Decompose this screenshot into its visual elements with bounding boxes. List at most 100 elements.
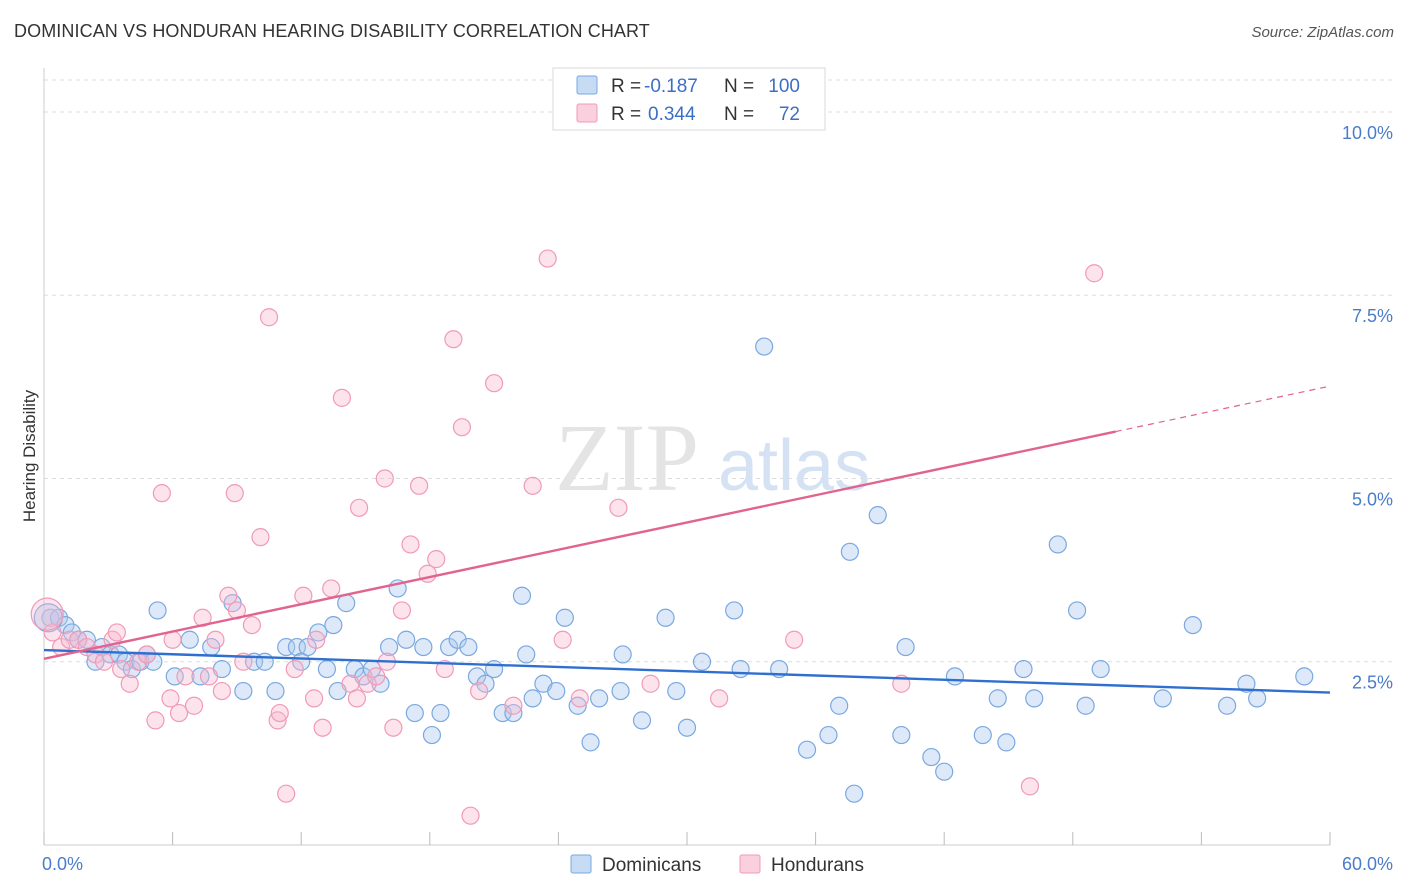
dominican-point-90 — [1183, 615, 1202, 635]
dominican-point-25 — [266, 681, 285, 701]
honduran-point-15 — [169, 703, 189, 723]
legend-r-value-hondurans: 0.344 — [648, 104, 696, 125]
bottom-legend-swatch-dominicans — [570, 854, 592, 874]
y-tick-label-0: 2.5% — [1352, 673, 1393, 693]
x-tick-label-min: 0.0% — [42, 854, 83, 874]
dominican-point-66 — [731, 659, 750, 679]
hondurans-points — [30, 249, 1104, 825]
dominican-point-57 — [568, 696, 587, 715]
dominican-point-71 — [830, 696, 849, 715]
dominican-point-78 — [935, 762, 954, 781]
dominican-point-56 — [555, 608, 574, 627]
legend-r-value-dominicans: -0.187 — [644, 76, 698, 97]
legend-n-label-hondurans: N = — [724, 104, 754, 125]
dominican-point-72 — [840, 542, 859, 561]
honduran-point-46 — [427, 550, 446, 569]
dominican-point-46 — [459, 637, 478, 657]
dominican-point-45 — [448, 630, 467, 649]
dominican-point-79 — [945, 667, 965, 686]
dominican-point-84 — [1025, 689, 1044, 708]
chart-source: Source: ZipAtlas.com — [1251, 24, 1394, 41]
dominican-point-80 — [973, 725, 992, 745]
bottom-legend-label-hondurans: Hondurans — [771, 855, 864, 876]
gridlines — [44, 79, 1392, 663]
honduran-point-8 — [112, 659, 131, 679]
honduran-trend-extension — [1115, 385, 1331, 433]
honduran-point-58 — [609, 498, 628, 517]
dominican-point-86 — [1067, 601, 1087, 620]
dominican-point-30 — [317, 659, 337, 679]
y-tick-labels: 2.5% 5.0% 7.5% 10.0% — [1342, 123, 1393, 693]
honduran-point-48 — [444, 330, 463, 349]
x-ticks — [43, 832, 1331, 845]
honduran-point-63 — [1020, 777, 1040, 796]
honduran-point-34 — [322, 579, 341, 598]
legend-r-label-dominicans: R = — [611, 76, 641, 97]
honduran-point-42 — [392, 601, 412, 620]
legend-box — [552, 67, 826, 131]
legend-n-value-dominicans: 100 — [768, 76, 800, 97]
x-tick-label-max: 60.0% — [1342, 854, 1393, 874]
y-tick-label-1: 5.0% — [1352, 489, 1393, 509]
honduran-point-64 — [1085, 264, 1104, 283]
honduran-point-53 — [504, 696, 523, 715]
honduran-cluster-point — [30, 597, 64, 631]
honduran-point-26 — [251, 528, 270, 547]
dominican-point-59 — [590, 689, 609, 708]
dominican-point-58 — [581, 733, 600, 752]
legend-r-label-hondurans: R = — [611, 104, 641, 125]
honduran-point-47 — [435, 659, 454, 679]
honduran-point-57 — [570, 689, 589, 708]
dominican-point-42 — [422, 725, 442, 745]
honduran-point-43 — [401, 535, 420, 554]
dominican-point-93 — [1248, 689, 1267, 708]
honduran-point-14 — [161, 689, 180, 708]
y-tick-label-2: 7.5% — [1352, 306, 1393, 326]
zipatlas-watermark: ZIP atlas — [555, 404, 870, 511]
honduran-point-61 — [785, 630, 804, 649]
dominican-point-29 — [309, 623, 328, 642]
dominican-point-62 — [656, 608, 675, 627]
dominican-point-43 — [431, 703, 450, 723]
watermark-zip: ZIP — [555, 404, 699, 511]
dominican-point-15 — [148, 601, 167, 620]
honduran-point-23 — [225, 484, 244, 503]
dominican-point-37 — [379, 637, 399, 657]
dominican-point-22 — [234, 681, 253, 701]
dominican-point-98 — [677, 718, 697, 737]
honduran-point-35 — [332, 388, 352, 407]
dominican-point-24 — [255, 652, 274, 671]
dominican-point-97 — [613, 645, 632, 664]
honduran-point-40 — [375, 469, 394, 488]
honduran-point-70 — [270, 703, 289, 723]
dominican-point-50 — [493, 703, 512, 723]
honduran-point-37 — [349, 498, 369, 517]
dominican-point-88 — [1091, 659, 1110, 679]
dominican-point-26 — [277, 637, 296, 657]
dominican-point-40 — [405, 703, 424, 723]
honduran-point-12 — [146, 711, 165, 730]
honduran-point-41 — [384, 718, 403, 737]
honduran-point-19 — [199, 667, 219, 686]
dominican-point-85 — [1048, 535, 1067, 554]
honduran-point-32 — [304, 689, 324, 708]
dominican-trend-line — [43, 648, 1331, 694]
dominican-point-60 — [611, 681, 630, 701]
dominican-point-75 — [892, 725, 911, 745]
dominican-point-89 — [1153, 689, 1172, 708]
honduran-point-59 — [641, 674, 660, 693]
dominican-point-83 — [1014, 659, 1033, 679]
dominican-point-73 — [845, 784, 864, 803]
dominican-point-67 — [755, 337, 774, 356]
legend-n-label-dominicans: N = — [724, 76, 754, 97]
dominican-point-69 — [797, 740, 817, 759]
dominican-point-77 — [922, 747, 941, 767]
dominican-point-27 — [287, 637, 307, 657]
honduran-point-54 — [523, 476, 542, 495]
dominican-point-91 — [1218, 696, 1237, 715]
honduran-point-29 — [277, 784, 296, 803]
dominican-point-3 — [62, 623, 81, 642]
dominican-point-81 — [988, 689, 1007, 708]
honduran-point-13 — [152, 484, 171, 503]
watermark-atlas: atlas — [718, 426, 870, 506]
